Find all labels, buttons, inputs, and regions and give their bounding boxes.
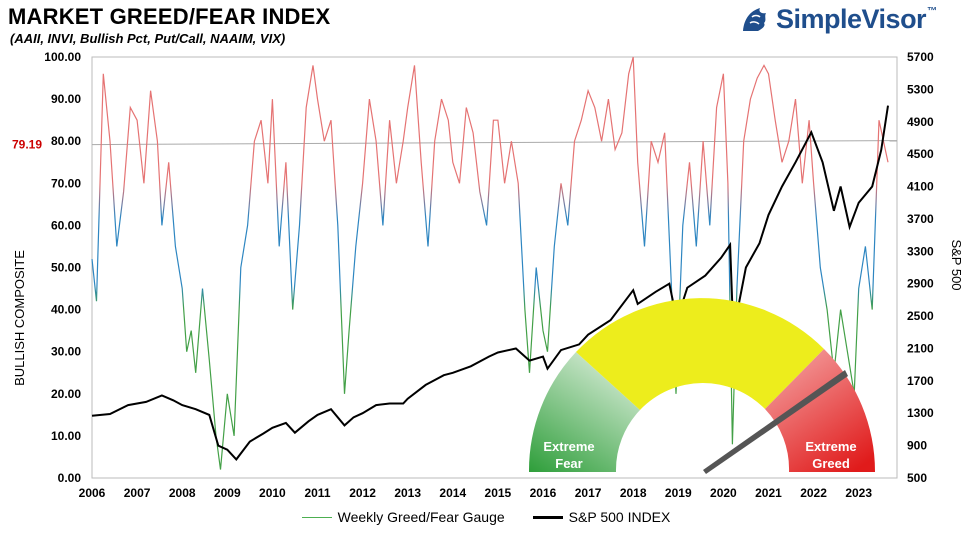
left-axis-label: BULLISH COMPOSITE [12, 250, 27, 386]
gauge-greed-label-2: Greed [812, 456, 850, 471]
left-tick-label: 20.00 [51, 387, 81, 401]
right-tick-label: 1700 [907, 374, 934, 388]
x-tick-label: 2007 [124, 486, 151, 500]
gauge-fear-label-2: Fear [555, 456, 582, 471]
x-tick-label: 2013 [394, 486, 421, 500]
right-tick-label: 2900 [907, 277, 934, 291]
plot-frame [91, 56, 898, 479]
legend-swatch-black [532, 515, 563, 519]
x-tick-label: 2009 [214, 486, 241, 500]
x-tick-label: 2012 [349, 486, 376, 500]
right-tick-label: 3700 [907, 212, 934, 226]
brand-trademark: ™ [927, 6, 938, 17]
brand-name: SimpleVisor [776, 4, 927, 34]
x-tick-label: 2021 [755, 486, 782, 500]
left-tick-label: 100.00 [44, 50, 81, 64]
right-tick-label: 2100 [907, 341, 934, 355]
x-tick-label: 2020 [710, 486, 737, 500]
right-axis-ticks: 500 900 1300 1700 2100 2500 2900 3300 3700 4100 45… [907, 50, 934, 485]
gauge-fear-label-1: Extreme [543, 439, 594, 454]
x-tick-label: 2014 [439, 486, 466, 500]
brand-logo: SimpleVisor ™ [740, 4, 938, 35]
x-tick-label: 2017 [575, 486, 602, 500]
gauge-greed-segment [765, 349, 876, 472]
legend: Weekly Greed/Fear Gauge S&P 500 INDEX [0, 509, 972, 525]
left-tick-label: 30.00 [51, 345, 81, 359]
x-tick-label: 2022 [800, 486, 827, 500]
x-tick-label: 2010 [259, 486, 286, 500]
left-tick-label: 70.00 [51, 176, 81, 190]
x-axis-ticks: 2006 2007 2008 2009 2010 2011 2012 2013 2014 2015… [79, 486, 873, 500]
series-spx-line [91, 105, 889, 461]
series-greed-fear-line [91, 56, 889, 470]
x-tick-label: 2019 [665, 486, 692, 500]
x-tick-label: 2015 [485, 486, 512, 500]
right-tick-label: 2500 [907, 309, 934, 323]
x-tick-label: 2011 [304, 486, 330, 500]
gauge-fear-segment [528, 352, 640, 472]
gauge-greed-label-1: Extreme [805, 439, 856, 454]
left-tick-label: 10.00 [51, 429, 81, 443]
left-tick-label: 40.00 [51, 303, 81, 317]
left-tick-label: 80.00 [51, 134, 81, 148]
right-tick-label: 4500 [907, 147, 934, 161]
lion-logo-icon [743, 7, 766, 31]
gauge-neutral-segment [576, 298, 824, 410]
right-tick-label: 4100 [907, 180, 934, 194]
right-tick-label: 5700 [907, 50, 934, 64]
left-tick-label: 60.00 [51, 218, 81, 232]
legend-item-greed-fear: Weekly Greed/Fear Gauge [301, 509, 505, 525]
legend-item-spx: S&P 500 INDEX [532, 509, 671, 525]
left-axis-ticks: 0.00 10.00 20.00 30.00 40.00 50.00 60.00 70.00 8… [44, 50, 81, 485]
reference-line [91, 140, 898, 146]
gauge-needle-icon [703, 370, 848, 474]
right-tick-label: 3300 [907, 244, 934, 258]
gauge: Extreme Fear Extreme Greed [528, 298, 876, 474]
legend-label-greed-fear: Weekly Greed/Fear Gauge [337, 509, 505, 525]
legend-label-spx: S&P 500 INDEX [568, 509, 671, 525]
right-tick-label: 4900 [907, 115, 934, 129]
left-tick-label: 90.00 [51, 92, 81, 106]
right-tick-label: 500 [907, 471, 927, 485]
page-subtitle: (AAII, INVI, Bullish Pct, Put/Call, NAAI… [10, 31, 286, 46]
legend-swatch-green [301, 516, 332, 518]
left-tick-label: 0.00 [58, 471, 82, 485]
right-tick-label: 1300 [907, 406, 934, 420]
left-tick-label: 50.00 [51, 261, 81, 275]
x-tick-label: 2008 [169, 486, 196, 500]
x-tick-label: 2006 [79, 486, 106, 500]
right-tick-label: 900 [907, 439, 927, 453]
x-tick-label: 2018 [620, 486, 647, 500]
page-title: MARKET GREED/FEAR INDEX [8, 4, 331, 29]
reference-line-label: 79.19 [12, 138, 42, 152]
x-tick-label: 2016 [530, 486, 557, 500]
x-tick-label: 2023 [845, 486, 872, 500]
right-tick-label: 5300 [907, 82, 934, 96]
right-axis-label: S&P 500 [949, 239, 964, 290]
